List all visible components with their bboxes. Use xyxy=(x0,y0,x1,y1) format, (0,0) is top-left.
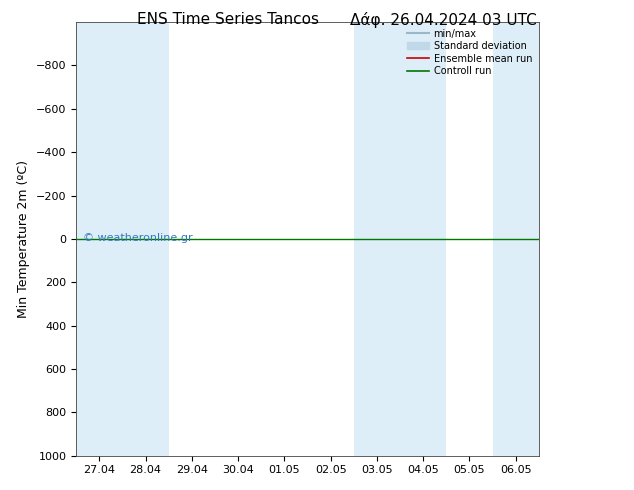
Legend: min/max, Standard deviation, Ensemble mean run, Controll run: min/max, Standard deviation, Ensemble me… xyxy=(405,27,534,78)
Bar xyxy=(122,22,169,456)
Bar xyxy=(400,22,446,456)
Bar xyxy=(354,22,400,456)
Text: © weatheronline.gr: © weatheronline.gr xyxy=(83,233,193,243)
Bar xyxy=(76,22,122,456)
Text: ENS Time Series Tancos: ENS Time Series Tancos xyxy=(137,12,320,27)
Y-axis label: Min Temperature 2m (ºC): Min Temperature 2m (ºC) xyxy=(17,160,30,318)
Text: Δάφ. 26.04.2024 03 UTC: Δάφ. 26.04.2024 03 UTC xyxy=(351,12,537,28)
Bar xyxy=(493,22,539,456)
